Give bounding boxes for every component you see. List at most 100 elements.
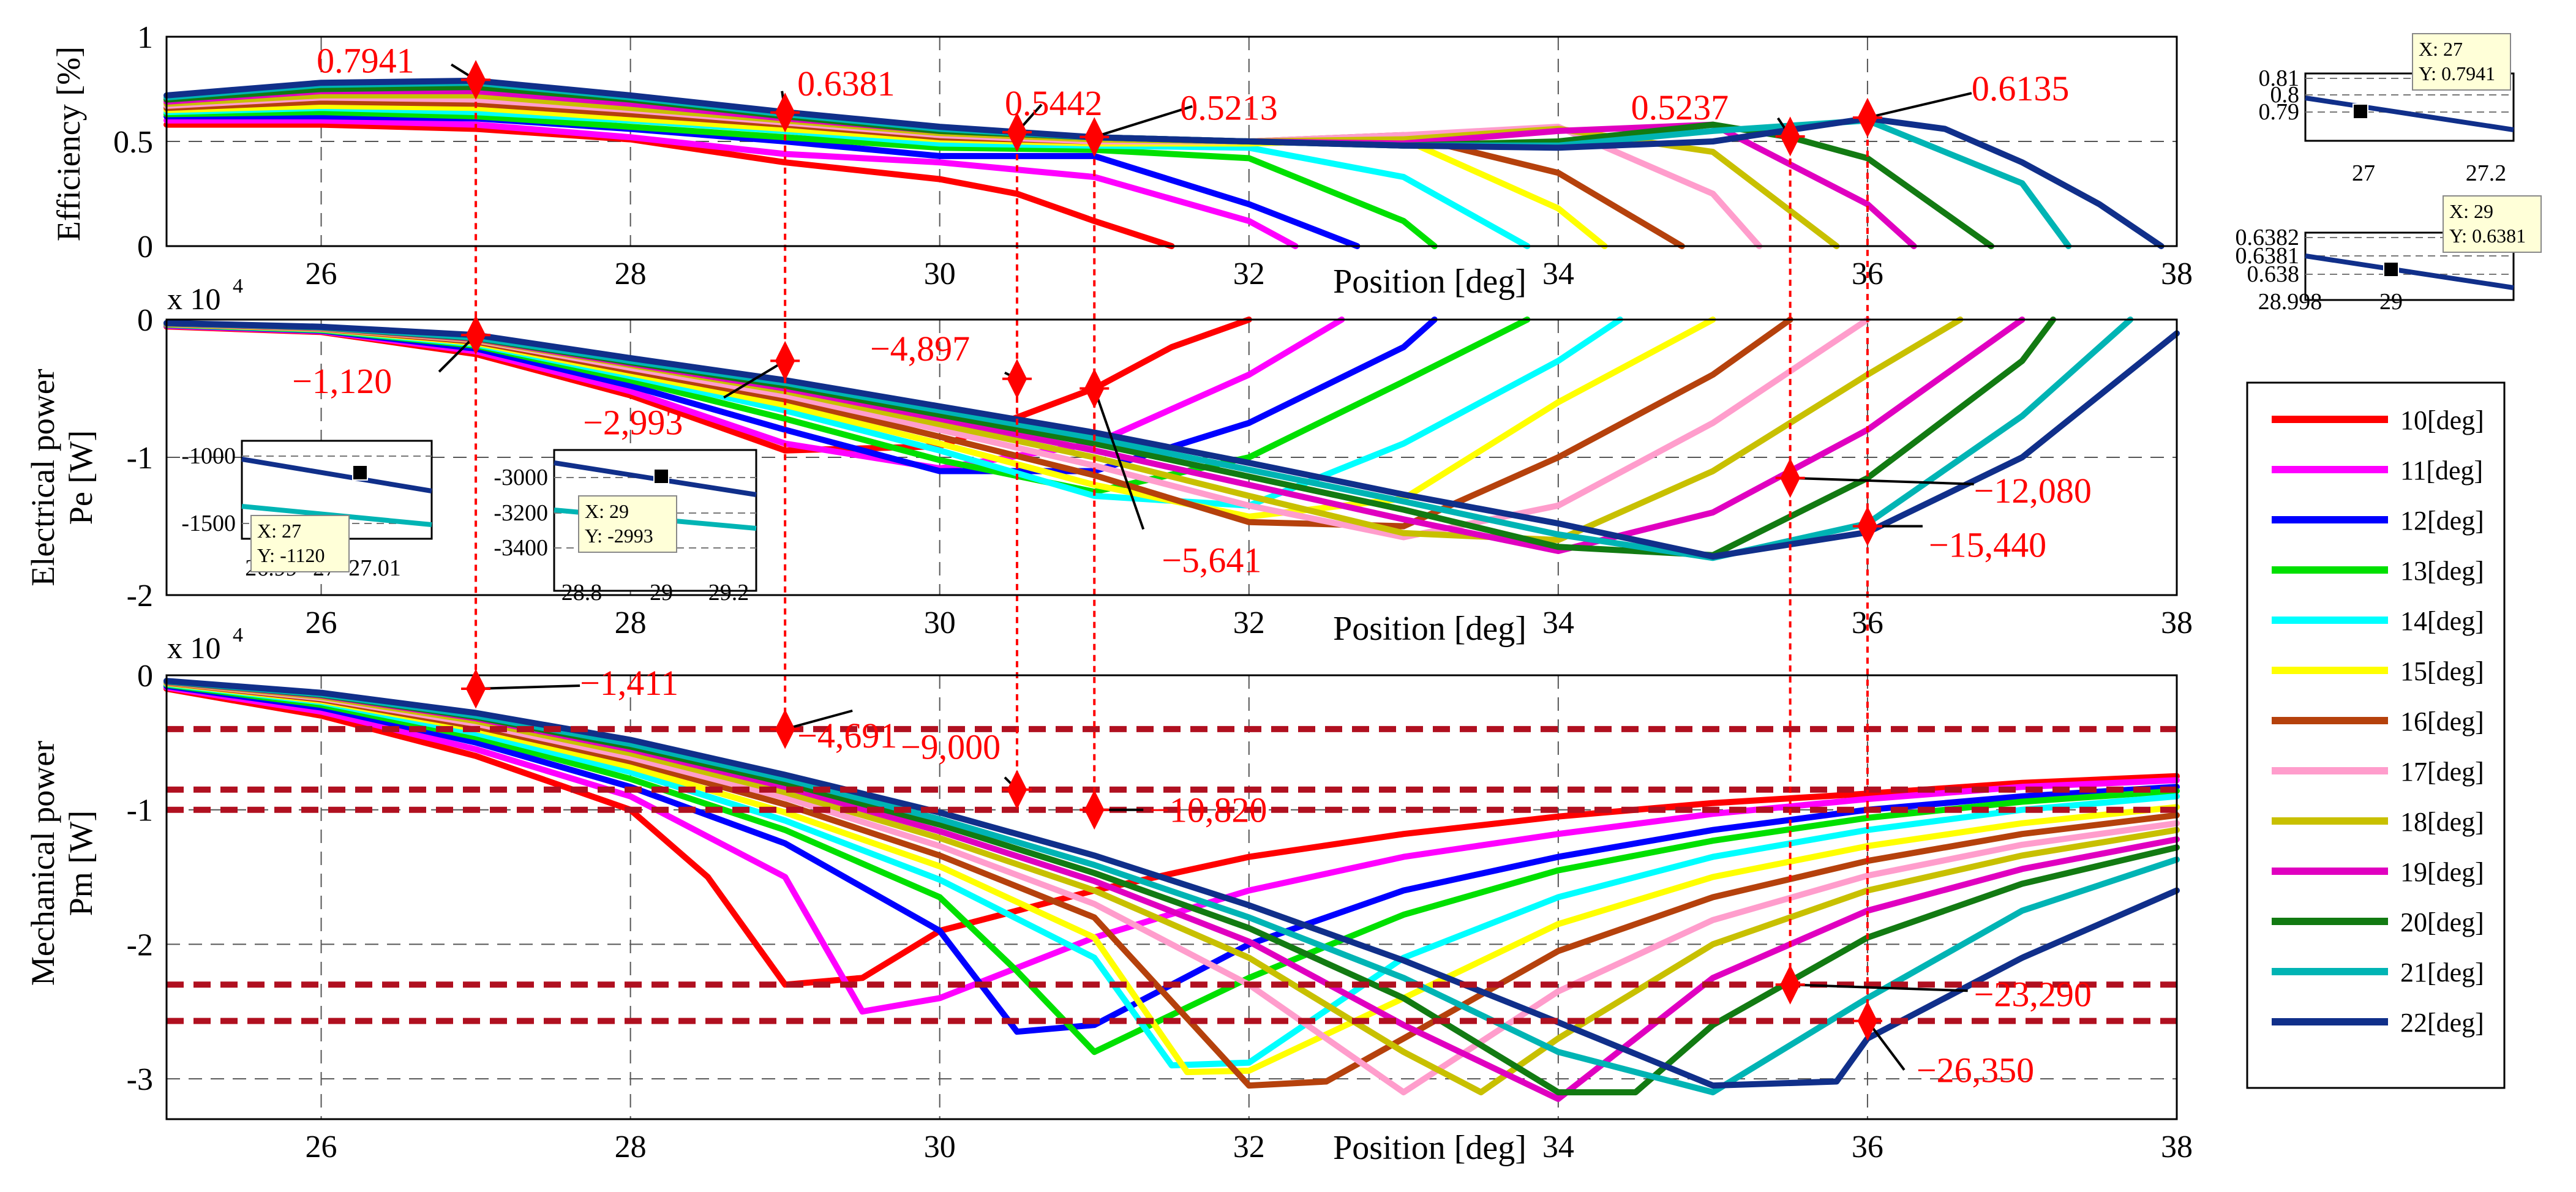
- inset-xtick-label: 29: [650, 580, 673, 605]
- inset-datatip-y: Y: -1120: [257, 544, 325, 566]
- pm-series-15[deg]: [163, 680, 2180, 1076]
- legend-label: 20[deg]: [2400, 907, 2484, 937]
- tick-labels: 26 28 30 32 34 36 38 0 0.5 1 26 28 30 32 34 36 38 -2 -1 0 26…: [113, 20, 2193, 1164]
- pm-ylabel-line2: Pm [W]: [62, 811, 99, 916]
- pe-annotation-label: −4,897: [870, 329, 970, 369]
- efficiency-series-14[deg]: [163, 105, 1531, 249]
- legend-label: 10[deg]: [2400, 405, 2484, 435]
- pm-annotation-marker: [770, 709, 800, 749]
- pe-xtick-label: 26: [306, 605, 337, 640]
- efficiency-series-22[deg]: [163, 77, 2165, 249]
- pm-xtick-label: 36: [1852, 1130, 1883, 1164]
- inset-datatip-x: X: 29: [2449, 200, 2493, 222]
- pe-ytick-label: -2: [127, 579, 153, 613]
- inset-datatip-x: X: 27: [257, 520, 301, 542]
- pm-annotation-label: −23,290: [1974, 974, 2092, 1014]
- pe-series-21[deg]: [163, 317, 2134, 561]
- legend-label: 15[deg]: [2400, 656, 2484, 686]
- pe-xtick-label: 30: [924, 605, 956, 640]
- pe-xtick-label: 28: [615, 605, 647, 640]
- inset-xtick-label: 29.2: [708, 580, 749, 605]
- inset-ytick-label: 0.6382: [2236, 225, 2300, 250]
- inset-ytick-label: -1000: [181, 443, 236, 469]
- pm-annotation-marker: [1775, 964, 1805, 1005]
- pm-annotation-marker: [461, 669, 491, 709]
- pm-series-13[deg]: [163, 681, 2180, 1055]
- efficiency-annotation-marker: [1002, 112, 1032, 152]
- pm-series-16[deg]: [163, 680, 2180, 1089]
- pm-series-22[deg]: [163, 678, 2180, 1089]
- pe-annotation-marker: [1080, 369, 1110, 408]
- efficiency-annotation-label: 0.5442: [1005, 83, 1103, 123]
- pe-annotation-label: −1,120: [292, 361, 392, 401]
- pm-annotation-arrow: [1866, 1020, 1906, 1071]
- pm-annotation-arrow: [784, 709, 853, 730]
- pe-annotation-arrow: [1093, 388, 1145, 530]
- pe-xtick-label: 34: [1542, 605, 1574, 640]
- pm-multiplier: x 10: [167, 631, 221, 665]
- efficiency-annotation-label: 0.6381: [797, 64, 895, 103]
- pm-annotation-arrow: [1790, 983, 1968, 992]
- efficiency-annotation-marker: [1852, 97, 1882, 138]
- pe-ytick-label: 0: [137, 303, 153, 338]
- efficiency-series-11[deg]: [163, 117, 1299, 249]
- inset-xtick-label: 29: [2379, 289, 2403, 315]
- pe-xtick-label: 38: [2161, 605, 2193, 640]
- pm-annotation-label: −26,350: [1917, 1051, 2034, 1090]
- inset-datatip-x: X: 29: [585, 500, 629, 522]
- pm-annotation-marker: [1852, 1001, 1882, 1041]
- inset-datatip-y: Y: 0.6381: [2449, 225, 2526, 247]
- pe-annotation-marker: [770, 340, 800, 381]
- efficiency-annotation-label: 0.7941: [317, 40, 415, 80]
- efficiency-xtick-label: 36: [1852, 257, 1883, 291]
- pm-xlabel: Position [deg]: [1333, 1129, 1526, 1167]
- efficiency-xtick-label: 28: [615, 257, 647, 291]
- inset-ytick-label: -1500: [181, 511, 236, 536]
- pm-annotation-marker: [1002, 770, 1032, 810]
- efficiency-annotation-marker: [1080, 117, 1110, 157]
- efficiency-series-13[deg]: [163, 109, 1438, 249]
- pm-annotation-arrow: [476, 684, 580, 690]
- pm-ytick-label: -1: [127, 793, 153, 828]
- pe-annotation-label: −2,993: [583, 402, 683, 442]
- inset-ytick-label: -3200: [494, 500, 548, 526]
- efficiency-xtick-label: 26: [306, 257, 337, 291]
- annotations: 0.7941 0.6381 0.5442 0.5213 0.5237 0.6135 −1,1…: [292, 40, 2092, 1090]
- inset-ytick-label: 0.79: [2259, 99, 2300, 125]
- efficiency-series-12[deg]: [163, 113, 1361, 249]
- pe-annotation-label: −15,440: [1929, 525, 2046, 565]
- legend: 10[deg] 11[deg] 12[deg] 13[deg] 14[deg] 15[de…: [2246, 381, 2506, 1089]
- pe-multiplier: x 10: [167, 282, 221, 316]
- efficiency-annotation-marker: [461, 59, 491, 100]
- inset-ytick-label: 0.6381: [2236, 243, 2300, 269]
- pm-series-12[deg]: [163, 683, 2180, 1035]
- legend-label: 16[deg]: [2400, 707, 2484, 737]
- pm-annotation-label: −1,411: [580, 663, 678, 703]
- efficiency-annotation-label: 0.5237: [1631, 88, 1729, 127]
- efficiency-annotation-marker: [1775, 116, 1805, 157]
- pm-ylabel-line1: Mechanical power: [24, 741, 61, 986]
- efficiency-ytick-label: 0.5: [113, 125, 153, 160]
- reference-lines: [167, 725, 2177, 1024]
- pm-series-14[deg]: [163, 681, 2180, 1069]
- series-curves: [163, 77, 2180, 1102]
- inset-datatip-box: [578, 495, 677, 553]
- legend-label: 11[deg]: [2400, 455, 2483, 485]
- pe-series-22[deg]: [163, 320, 2180, 560]
- inset-datatip-box: [2412, 33, 2511, 91]
- pe-ylabel-line2: Pe [W]: [62, 430, 99, 525]
- inset-ytick-label: -3000: [494, 465, 548, 490]
- pe-ytick-label: -1: [127, 441, 153, 476]
- efficiency-annotation-label: 0.6135: [1972, 69, 2070, 108]
- pm-xtick-label: 38: [2161, 1130, 2193, 1164]
- inset-ytick-label: 0.638: [2247, 261, 2300, 287]
- pe-annotation-label: −5,641: [1162, 541, 1261, 580]
- inset-datatip-box: [250, 515, 350, 572]
- efficiency-ytick-label: 1: [137, 20, 153, 55]
- cursor-vertical-lines: [475, 80, 1869, 1021]
- pe-xlabel: Position [deg]: [1333, 610, 1526, 648]
- axes-frames: [165, 36, 2178, 1120]
- legend-label: 12[deg]: [2400, 506, 2484, 536]
